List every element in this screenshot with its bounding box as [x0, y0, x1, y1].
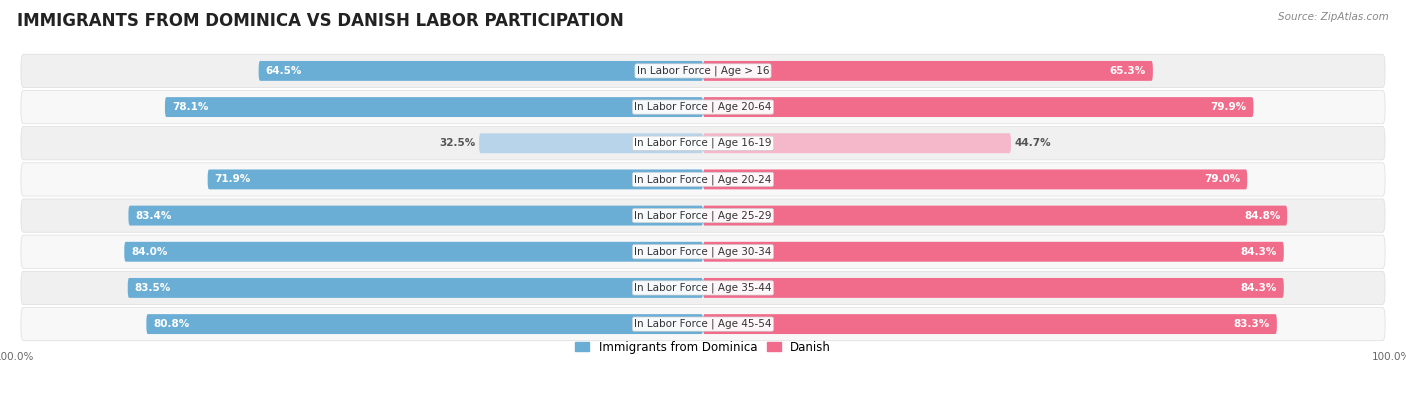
- FancyBboxPatch shape: [21, 127, 1385, 160]
- Text: In Labor Force | Age 20-24: In Labor Force | Age 20-24: [634, 174, 772, 185]
- Text: 64.5%: 64.5%: [266, 66, 302, 76]
- FancyBboxPatch shape: [703, 97, 1254, 117]
- Text: In Labor Force | Age 16-19: In Labor Force | Age 16-19: [634, 138, 772, 149]
- FancyBboxPatch shape: [128, 278, 703, 298]
- FancyBboxPatch shape: [165, 97, 703, 117]
- FancyBboxPatch shape: [208, 169, 703, 189]
- Text: IMMIGRANTS FROM DOMINICA VS DANISH LABOR PARTICIPATION: IMMIGRANTS FROM DOMINICA VS DANISH LABOR…: [17, 12, 624, 30]
- Text: In Labor Force | Age 45-54: In Labor Force | Age 45-54: [634, 319, 772, 329]
- Text: 32.5%: 32.5%: [440, 138, 475, 148]
- Legend: Immigrants from Dominica, Danish: Immigrants from Dominica, Danish: [575, 341, 831, 354]
- FancyBboxPatch shape: [703, 278, 1284, 298]
- Text: In Labor Force | Age 30-34: In Labor Force | Age 30-34: [634, 246, 772, 257]
- Text: 84.3%: 84.3%: [1240, 247, 1277, 257]
- Text: 78.1%: 78.1%: [172, 102, 208, 112]
- Text: In Labor Force | Age 35-44: In Labor Force | Age 35-44: [634, 283, 772, 293]
- FancyBboxPatch shape: [21, 307, 1385, 341]
- FancyBboxPatch shape: [703, 206, 1288, 226]
- Text: 83.3%: 83.3%: [1233, 319, 1270, 329]
- FancyBboxPatch shape: [21, 235, 1385, 268]
- Text: 79.0%: 79.0%: [1204, 175, 1240, 184]
- Text: 84.3%: 84.3%: [1240, 283, 1277, 293]
- FancyBboxPatch shape: [259, 61, 703, 81]
- FancyBboxPatch shape: [21, 90, 1385, 124]
- Text: 83.5%: 83.5%: [135, 283, 172, 293]
- FancyBboxPatch shape: [479, 133, 703, 153]
- Text: 79.9%: 79.9%: [1211, 102, 1247, 112]
- FancyBboxPatch shape: [21, 199, 1385, 232]
- FancyBboxPatch shape: [21, 271, 1385, 305]
- Text: 83.4%: 83.4%: [135, 211, 172, 220]
- Text: 80.8%: 80.8%: [153, 319, 190, 329]
- Text: 84.8%: 84.8%: [1244, 211, 1281, 220]
- FancyBboxPatch shape: [703, 314, 1277, 334]
- Text: In Labor Force | Age 25-29: In Labor Force | Age 25-29: [634, 210, 772, 221]
- Text: Source: ZipAtlas.com: Source: ZipAtlas.com: [1278, 12, 1389, 22]
- Text: 44.7%: 44.7%: [1014, 138, 1052, 148]
- Text: 84.0%: 84.0%: [131, 247, 167, 257]
- FancyBboxPatch shape: [146, 314, 703, 334]
- FancyBboxPatch shape: [703, 169, 1247, 189]
- Text: In Labor Force | Age > 16: In Labor Force | Age > 16: [637, 66, 769, 76]
- Text: In Labor Force | Age 20-64: In Labor Force | Age 20-64: [634, 102, 772, 112]
- Text: 65.3%: 65.3%: [1109, 66, 1146, 76]
- FancyBboxPatch shape: [703, 133, 1011, 153]
- Text: 71.9%: 71.9%: [215, 175, 250, 184]
- FancyBboxPatch shape: [703, 61, 1153, 81]
- FancyBboxPatch shape: [703, 242, 1284, 262]
- FancyBboxPatch shape: [21, 54, 1385, 88]
- FancyBboxPatch shape: [128, 206, 703, 226]
- FancyBboxPatch shape: [124, 242, 703, 262]
- FancyBboxPatch shape: [21, 163, 1385, 196]
